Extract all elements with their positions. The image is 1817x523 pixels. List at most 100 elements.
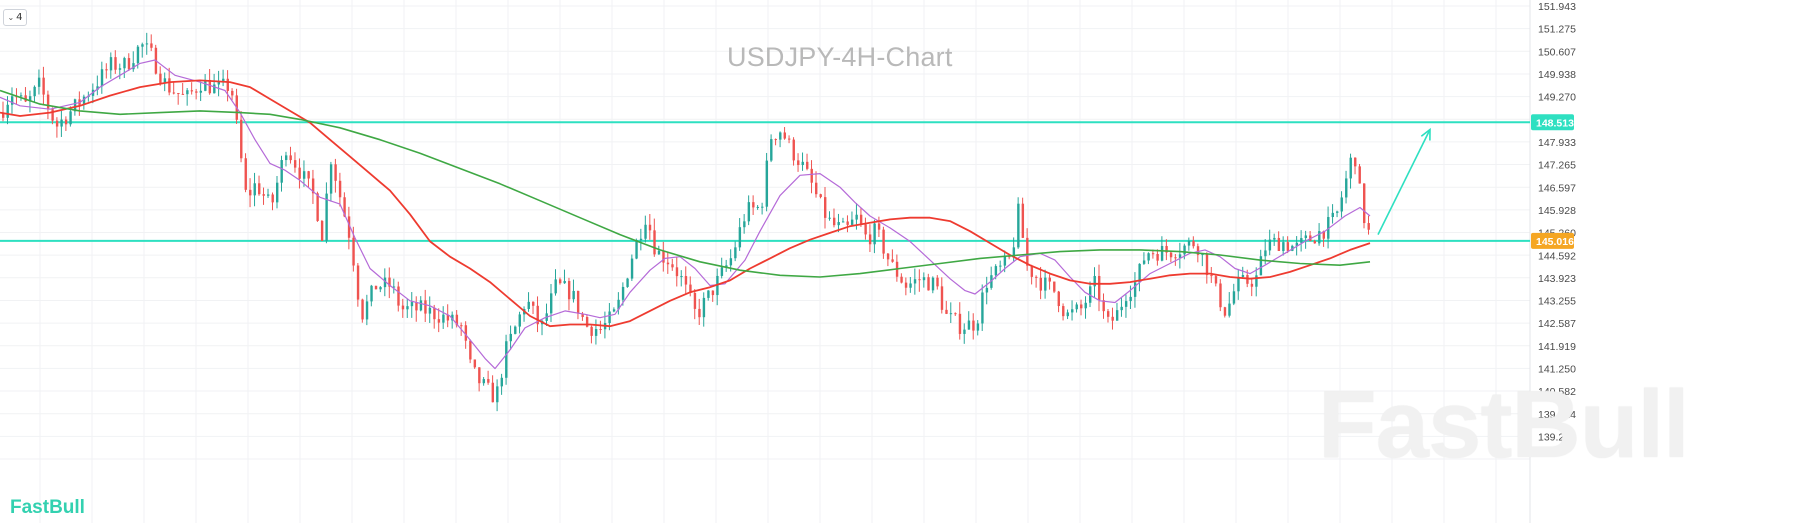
candle-bull (1349, 157, 1352, 179)
candle-bull (1147, 253, 1150, 261)
candle-bear (864, 224, 867, 235)
candle-bear (954, 313, 957, 315)
y-tick-label: 144.592 (1538, 250, 1576, 262)
y-tick-label: 151.943 (1538, 1, 1576, 13)
candle-bear (195, 91, 198, 93)
candle-bear (1358, 166, 1361, 184)
candle-bear (487, 379, 490, 383)
candle-bull (855, 214, 858, 220)
horizontal-levels (0, 121, 1530, 242)
candle-bull (734, 247, 737, 259)
candle-bear (168, 78, 171, 93)
candle-bear (1057, 291, 1060, 307)
y-tick-label: 142.587 (1538, 318, 1576, 330)
candle-bull (1228, 303, 1231, 316)
candle-bear (114, 57, 117, 70)
candle-bull (204, 79, 207, 91)
candle-bull (1255, 275, 1258, 287)
moving-average-lines (0, 59, 1371, 370)
candle-bull (922, 277, 926, 281)
candle-bear (1214, 276, 1218, 284)
candle-bull (1178, 254, 1182, 258)
y-tick-label: 149.938 (1538, 69, 1576, 81)
candle-bull (913, 279, 917, 284)
candle-bear (904, 282, 908, 288)
candle-bear (1313, 240, 1317, 244)
candle-bull (451, 314, 454, 321)
candle-bear (662, 250, 665, 263)
candle-bull (19, 95, 23, 97)
price-badge-label: 148.513 (1536, 117, 1574, 129)
candle-bull (720, 267, 724, 276)
candle-bear (307, 171, 310, 179)
candle-bear (918, 279, 921, 281)
candle-bull (1345, 178, 1348, 198)
candle-bear (469, 340, 472, 360)
candle-bear (231, 90, 234, 96)
candle-bear (675, 267, 679, 277)
candle-bull (702, 297, 706, 318)
candle-bull (608, 311, 611, 324)
candle-bull (1124, 301, 1128, 307)
candle-bear (159, 73, 162, 83)
candle-bear (599, 329, 602, 331)
candle-bear (1039, 277, 1043, 291)
candle-bear (900, 276, 903, 283)
indicator-collapse-button[interactable]: ⌄ 4 (3, 9, 27, 26)
candle-bull (999, 265, 1002, 267)
candle-bull (280, 160, 283, 183)
price-axis: 151.943 151.275 150.607 149.938 149.270 147.9… (1531, 1, 1576, 444)
candle-bear (1106, 311, 1110, 317)
candle-bear (927, 277, 930, 291)
candle-bear (774, 139, 777, 141)
y-tick-label: 139.245 (1538, 432, 1576, 444)
candle-bear (936, 277, 939, 287)
candle-bull (617, 299, 620, 310)
candle-bear (352, 237, 355, 266)
candle-bear (401, 305, 405, 310)
candle-bear (868, 234, 872, 245)
candle-bear (249, 189, 252, 196)
candle-bear (797, 160, 800, 166)
candle-bear (1026, 237, 1029, 266)
candle-bull (779, 132, 782, 140)
candle-bull (163, 78, 167, 83)
candle-bear (1174, 257, 1177, 259)
candle-bear (1322, 231, 1325, 239)
candle-bear (567, 280, 571, 300)
candle-bull (985, 287, 989, 293)
candle-bear (891, 259, 894, 262)
candle-bear (262, 194, 265, 196)
candle-bull (284, 155, 288, 161)
candle-bull (1264, 250, 1267, 257)
candle-bull (770, 139, 773, 161)
price-badge-upper (1531, 114, 1574, 131)
watermark: FastBull (1318, 371, 1690, 478)
candle-bear (1286, 242, 1290, 251)
candle-bull (644, 224, 647, 239)
candle-bull (109, 57, 113, 71)
candle-bear (576, 290, 580, 314)
candle-bull (756, 206, 760, 208)
candle-bull (123, 58, 126, 69)
candle-bull (949, 313, 953, 315)
candle-bull (1300, 238, 1303, 243)
candle-bull (563, 280, 566, 284)
candle-bull (931, 277, 935, 291)
candle-bear (940, 286, 944, 310)
candle-bear (397, 286, 400, 306)
candle-bear (1277, 237, 1281, 251)
candle-bull (325, 193, 328, 241)
candle-bear (311, 178, 315, 194)
candle-bull (909, 283, 912, 288)
y-tick-label: 151.275 (1538, 24, 1576, 36)
candle-bear (172, 92, 176, 94)
price-badge-label: 145.016 (1536, 236, 1574, 248)
candle-bull (505, 341, 508, 378)
candle-bull (550, 293, 553, 314)
candle-bull (60, 119, 63, 127)
candle-bull (1282, 242, 1285, 251)
brand-logo: FastBull (10, 497, 85, 518)
candle-bear (532, 301, 535, 306)
